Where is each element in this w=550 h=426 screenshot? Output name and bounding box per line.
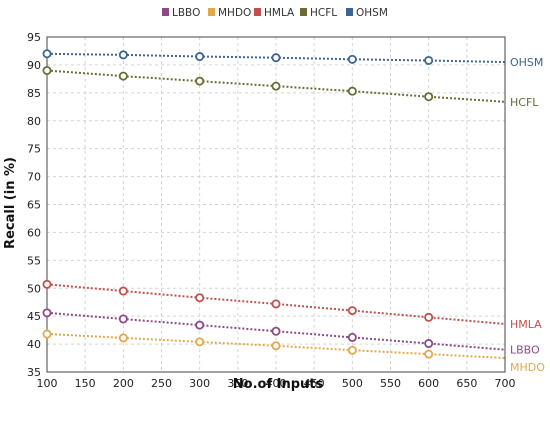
y-tick-label: 60 xyxy=(27,226,41,239)
x-tick-label: 550 xyxy=(380,377,401,390)
data-point-lbbo xyxy=(195,320,205,330)
y-tick-label: 45 xyxy=(27,310,41,323)
data-point-ohsm xyxy=(195,52,205,62)
data-point-lbbo xyxy=(424,339,434,349)
data-point-mhdo xyxy=(347,345,357,355)
y-tick-label: 50 xyxy=(27,282,41,295)
y-tick-label: 85 xyxy=(27,87,41,100)
legend-label: LBBO xyxy=(172,7,200,19)
series-end-label: HMLA xyxy=(510,318,542,331)
x-tick-label: 150 xyxy=(75,377,96,390)
x-tick-label: 350 xyxy=(227,377,248,390)
data-point-hcfl xyxy=(347,86,357,96)
legend-label: HMLA xyxy=(264,7,295,19)
data-point-mhdo xyxy=(424,349,434,359)
y-tick-label: 40 xyxy=(27,338,41,351)
x-axis-title: No.of Inputs xyxy=(233,377,324,392)
x-tick-label: 450 xyxy=(304,377,325,390)
series-end-label: HCFL xyxy=(510,96,539,109)
series-layer: LBBO MHDO HMLA HCFL OHSM xyxy=(42,49,545,374)
x-tick-label: 100 xyxy=(37,377,58,390)
data-point-ohsm xyxy=(424,55,434,65)
data-point-ohsm xyxy=(271,53,281,63)
x-tick-label: 500 xyxy=(342,377,363,390)
series-end-label: LBBO xyxy=(510,344,540,357)
data-point-hcfl xyxy=(271,81,281,91)
y-tick-label: 65 xyxy=(27,199,41,212)
data-point-ohsm xyxy=(347,54,357,64)
legend-swatch xyxy=(346,8,353,16)
legend-swatch xyxy=(208,8,215,16)
data-point-hmla xyxy=(347,306,357,316)
data-point-hmla xyxy=(195,293,205,303)
x-tick-label: 200 xyxy=(113,377,134,390)
legend-label: MHDO xyxy=(218,7,251,19)
y-tick-label: 75 xyxy=(27,143,41,156)
data-point-lbbo xyxy=(42,308,52,318)
x-tick-label: 600 xyxy=(418,377,439,390)
data-point-lbbo xyxy=(118,314,128,324)
legend-swatch xyxy=(300,8,307,16)
series-end-label: MHDO xyxy=(510,361,545,374)
x-tick-label: 250 xyxy=(151,377,172,390)
legend-swatch xyxy=(162,8,169,16)
legend-label: OHSM xyxy=(356,7,388,19)
axes: 35 40 45 50 55 60 65 70 75 80 85 90 95 100 150 200 250 30… xyxy=(27,31,516,390)
y-tick-label: 95 xyxy=(27,31,41,44)
data-point-hmla xyxy=(271,299,281,309)
data-point-hcfl xyxy=(42,66,52,76)
x-tick-label: 700 xyxy=(495,377,516,390)
data-point-ohsm xyxy=(42,49,52,59)
series-end-label: OHSM xyxy=(510,56,543,69)
y-axis-title: Recall (in %) xyxy=(3,157,18,249)
x-tick-label: 300 xyxy=(189,377,210,390)
data-point-mhdo xyxy=(271,341,281,351)
x-tick-label: 650 xyxy=(456,377,477,390)
data-point-mhdo xyxy=(118,333,128,343)
legend-label: HCFL xyxy=(310,7,337,19)
legend: LBBO MHDO HMLA HCFL OHSM xyxy=(162,7,388,19)
data-point-lbbo xyxy=(271,326,281,336)
data-point-hmla xyxy=(118,286,128,296)
plot-area-border xyxy=(46,36,506,373)
data-point-hmla xyxy=(42,279,52,289)
y-tick-label: 90 xyxy=(27,59,41,72)
y-tick-label: 80 xyxy=(27,115,41,128)
y-tick-label: 35 xyxy=(27,366,41,379)
y-tick-label: 70 xyxy=(27,171,41,184)
data-point-ohsm xyxy=(118,50,128,60)
data-point-lbbo xyxy=(347,332,357,342)
legend-swatch xyxy=(254,8,261,16)
data-point-hmla xyxy=(424,312,434,322)
data-point-hcfl xyxy=(118,71,128,81)
data-point-hcfl xyxy=(424,92,434,102)
data-point-mhdo xyxy=(195,337,205,347)
data-point-hcfl xyxy=(195,76,205,86)
x-tick-label: 400 xyxy=(266,377,287,390)
data-point-mhdo xyxy=(42,329,52,339)
y-tick-label: 55 xyxy=(27,254,41,267)
